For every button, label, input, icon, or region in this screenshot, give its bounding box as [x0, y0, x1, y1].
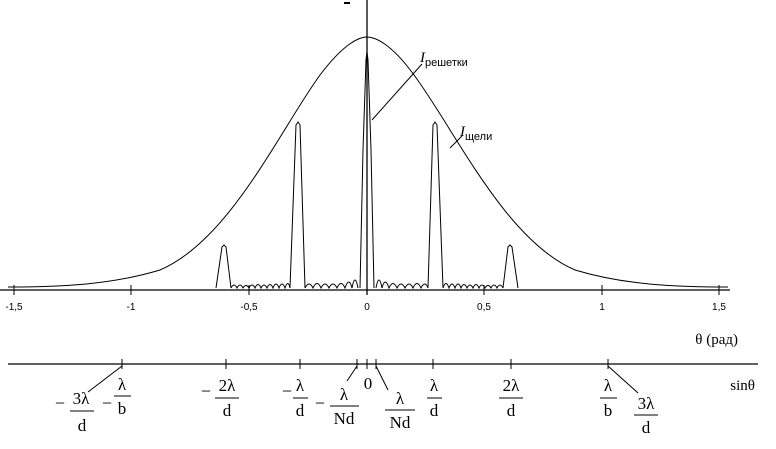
slit-envelope-curve: [7, 36, 729, 288]
fraction-numerator: λ: [118, 375, 127, 394]
fraction-neg-lambda-d: − λ d: [282, 376, 308, 420]
fraction-denominator: b: [118, 399, 127, 418]
fraction-numerator: 3λ: [73, 389, 91, 408]
fraction-numerator: λ: [430, 376, 439, 395]
sin-label-leader: [87, 365, 123, 393]
minus-sign: −: [315, 393, 325, 413]
fraction-denominator: b: [604, 401, 613, 420]
sin-label-leader: [607, 365, 639, 394]
fraction-numerator: 3λ: [638, 394, 656, 413]
fraction-denominator: d: [223, 401, 232, 420]
slit-label-subscript: щели: [465, 131, 492, 143]
fraction-denominator: Nd: [390, 413, 411, 432]
grating-intensity-curve: [215, 51, 519, 290]
theta-tick-label: 0: [364, 302, 370, 313]
theta-tick-label: -0,5: [240, 302, 258, 313]
fraction-pos-2lambda-d: 2λ d: [499, 376, 523, 420]
fraction-denominator: Nd: [334, 409, 355, 428]
secondary-maxima: [304, 279, 359, 290]
sin-theta-axis-label: sinθ: [730, 378, 755, 394]
theta-tick-label: -1,5: [5, 302, 23, 313]
principal-maximum: [215, 244, 232, 289]
grating-label-symbol: I: [419, 50, 426, 66]
principal-maximum: [359, 51, 375, 289]
sin-label-leader: [346, 365, 358, 382]
theta-tick-label: 1: [599, 302, 605, 313]
slit-label-leader: [449, 135, 463, 149]
fraction-numerator: 2λ: [503, 376, 521, 395]
fraction-numerator: 2λ: [219, 376, 237, 395]
fraction-pos-lambda-b: λ b: [600, 376, 617, 420]
secondary-maxima: [442, 283, 504, 290]
secondary-maxima: [375, 279, 429, 290]
slit-label-symbol: I: [459, 124, 466, 140]
grating-label-subscript: решетки: [425, 57, 468, 69]
fraction-denominator: d: [642, 418, 651, 437]
minus-sign: −: [201, 381, 211, 401]
fraction-denominator: d: [296, 401, 305, 420]
fraction-pos-3lambda-d: 3λ d: [634, 394, 658, 437]
fraction-numerator: λ: [604, 376, 613, 395]
fraction-denominator: d: [507, 401, 516, 420]
sin-theta-zero-label: 0: [364, 374, 373, 393]
fraction-pos-lambda-d: λ d: [427, 376, 442, 420]
theta-tick-label: -1: [127, 302, 136, 313]
sin-label-leader: [375, 365, 389, 391]
theta-tick-label: 0,5: [477, 302, 491, 313]
fraction-neg-2lambda-d: − 2λ d: [201, 376, 239, 420]
grating-label-leader: [371, 63, 423, 121]
fraction-pos-lambda-Nd: λ Nd: [385, 389, 415, 432]
minus-sign: −: [102, 393, 112, 413]
fraction-neg-lambda-Nd: − λ Nd: [315, 385, 359, 428]
fraction-denominator: d: [430, 401, 439, 420]
minus-sign: −: [55, 393, 65, 413]
fraction-numerator: λ: [296, 376, 305, 395]
theta-axis-label: θ (рад): [695, 332, 738, 348]
principal-maximum: [289, 121, 306, 289]
theta-tick-label: 1,5: [712, 302, 726, 313]
fraction-denominator: d: [78, 416, 87, 435]
fraction-neg-3lambda-d: − 3λ d: [55, 389, 94, 435]
grating-label: Iрешетки: [419, 50, 468, 69]
minus-sign: −: [282, 381, 292, 401]
fraction-numerator: λ: [340, 385, 349, 404]
principal-maximum: [502, 244, 519, 289]
fraction-neg-lambda-b: − λ b: [102, 375, 131, 418]
fraction-numerator: λ: [396, 389, 405, 408]
slit-label: Iщели: [459, 124, 492, 143]
secondary-maxima: [230, 283, 291, 290]
principal-maximum: [427, 121, 444, 289]
sin-theta-ticks: [121, 359, 609, 369]
